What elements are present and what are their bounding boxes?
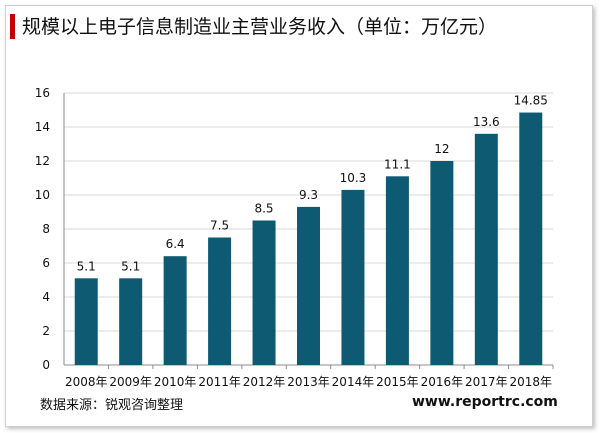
x-tick-label: 2008年 — [65, 375, 108, 389]
x-tick-label: 2011年 — [198, 375, 241, 389]
bar — [297, 206, 320, 365]
bar — [430, 161, 454, 365]
x-tick-label: 2009年 — [109, 375, 152, 389]
x-tick-label: 2012年 — [243, 375, 286, 389]
data-label: 13.6 — [473, 115, 500, 129]
bar — [119, 278, 143, 365]
x-tick-label: 2015年 — [376, 375, 419, 389]
bar — [208, 237, 232, 365]
bar — [385, 176, 409, 365]
data-label: 8.5 — [254, 202, 273, 216]
x-tick-label: 2014年 — [332, 375, 375, 389]
y-tick-label: 10 — [35, 188, 50, 202]
data-label: 9.3 — [299, 188, 318, 202]
x-tick-label: 2013年 — [287, 375, 330, 389]
bar — [474, 133, 498, 365]
y-tick-label: 2 — [42, 324, 50, 338]
data-label: 10.3 — [340, 171, 367, 185]
y-tick-label: 6 — [42, 256, 50, 270]
y-tick-label: 0 — [42, 358, 50, 372]
data-label: 11.1 — [384, 157, 411, 171]
y-tick-label: 8 — [42, 222, 50, 236]
data-label: 5.1 — [77, 259, 96, 273]
website-label: www.reportrc.com — [412, 394, 558, 410]
bar — [252, 220, 276, 365]
x-tick-label: 2018年 — [509, 375, 552, 389]
bar — [519, 112, 543, 365]
data-label: 7.5 — [210, 219, 229, 233]
y-tick-label: 14 — [35, 120, 50, 134]
bar — [163, 256, 187, 365]
data-label: 5.1 — [121, 259, 140, 273]
x-tick-label: 2017年 — [465, 375, 508, 389]
bar — [341, 189, 365, 365]
chart-title: 规模以上电子信息制造业主营业务收入（单位：万亿元） — [22, 16, 498, 38]
x-tick-label: 2016年 — [421, 375, 464, 389]
y-tick-label: 12 — [35, 154, 50, 168]
data-label: 14.85 — [514, 94, 548, 108]
y-tick-label: 4 — [42, 290, 50, 304]
y-tick-label: 16 — [35, 86, 50, 100]
data-label: 12 — [434, 142, 449, 156]
data-label: 6.4 — [166, 237, 185, 251]
data-source: 数据来源：锐观咨询整理 — [40, 398, 184, 413]
bar — [74, 278, 98, 365]
x-tick-label: 2010年 — [154, 375, 197, 389]
title-accent-bar — [10, 14, 15, 39]
